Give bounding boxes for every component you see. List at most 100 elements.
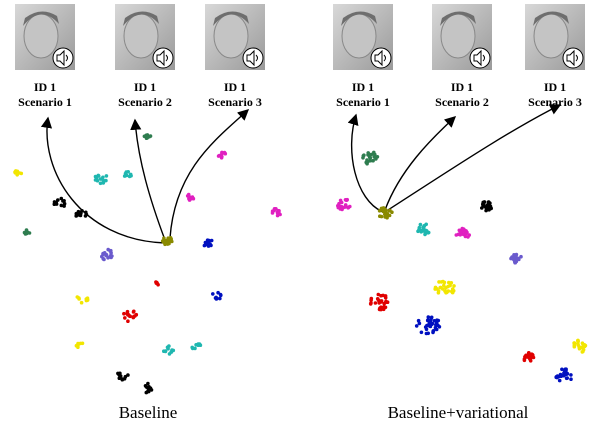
embedding-dot — [431, 329, 435, 333]
embedding-dot — [188, 198, 192, 202]
embedding-dot — [509, 257, 513, 261]
cluster — [523, 351, 536, 363]
cluster — [74, 209, 88, 218]
panel-caption: Baseline — [119, 403, 178, 422]
embedding-dot — [467, 233, 471, 237]
id-label: ID 1 — [544, 80, 566, 94]
embedding-dot — [84, 214, 88, 218]
face — [214, 14, 248, 58]
embedding-dot — [576, 339, 580, 343]
page: {"panels": [ {"caption": "Baseline", "im… — [0, 0, 598, 427]
embedding-dot — [566, 372, 570, 376]
embedding-dot — [420, 331, 424, 335]
embedding-dot — [376, 297, 380, 301]
embedding-dot — [192, 197, 196, 201]
embedding-dot — [384, 209, 388, 213]
arrow — [388, 105, 560, 210]
embedding-dot — [384, 300, 388, 304]
embedding-dot — [110, 254, 114, 258]
id-label: ID 1 — [34, 80, 56, 94]
embedding-dot — [106, 256, 110, 260]
face-thumbnail — [525, 4, 585, 70]
embedding-dot — [214, 296, 218, 300]
embedding-dot — [416, 230, 420, 234]
embedding-dot — [60, 197, 64, 201]
id-label: ID 1 — [134, 80, 156, 94]
cluster — [186, 193, 195, 202]
embedding-dot — [345, 198, 349, 202]
embedding-dot — [186, 194, 190, 198]
embedding-dot — [451, 287, 455, 291]
cluster — [554, 367, 572, 382]
cluster — [217, 151, 227, 160]
embedding-dot — [74, 214, 78, 218]
embedding-dot — [377, 293, 381, 297]
embedding-dot — [386, 213, 390, 217]
arrow — [385, 117, 455, 210]
cluster — [161, 236, 174, 246]
embedding-dot — [423, 224, 427, 228]
embedding-dot — [143, 135, 147, 139]
embedding-dot — [145, 385, 149, 389]
embedding-dot — [95, 177, 99, 181]
scenario-label: Scenario 1 — [18, 95, 72, 109]
embedding-dot — [425, 332, 429, 336]
id-label: ID 1 — [224, 80, 246, 94]
embedding-dot — [122, 312, 126, 316]
figure: ID 1Scenario 1ID 1Scenario 2ID 1Scenario… — [0, 0, 598, 427]
embedding-dot — [368, 153, 372, 157]
cluster — [203, 238, 214, 248]
embedding-dot — [216, 291, 220, 295]
embedding-dot — [523, 359, 527, 363]
embedding-dot — [101, 176, 105, 180]
cluster — [416, 223, 430, 237]
embedding-dot — [125, 170, 129, 174]
embedding-dot — [108, 249, 112, 253]
cluster — [154, 280, 160, 286]
embedding-dot — [123, 316, 127, 320]
face — [534, 14, 568, 58]
embedding-dot — [340, 201, 344, 205]
embedding-dot — [564, 367, 568, 371]
embedding-dot — [423, 233, 427, 237]
embedding-dot — [419, 223, 423, 227]
embedding-dot — [218, 297, 222, 301]
cluster — [144, 382, 154, 395]
embedding-dot — [149, 134, 153, 138]
embedding-dot — [382, 305, 386, 309]
cluster — [572, 339, 587, 354]
cluster — [143, 133, 153, 140]
face — [124, 14, 158, 58]
embedding-dot — [374, 301, 378, 305]
embedding-dot — [166, 346, 170, 350]
embedding-dot — [129, 173, 133, 177]
embedding-dot — [362, 154, 366, 158]
cluster — [271, 207, 282, 217]
embedding-dot — [489, 205, 493, 209]
face — [24, 14, 58, 58]
embedding-dot — [146, 390, 150, 394]
embedding-dot — [220, 156, 224, 160]
embedding-dot — [132, 315, 136, 319]
face — [342, 14, 376, 58]
embedding-dot — [378, 214, 382, 218]
embedding-dot — [419, 230, 423, 234]
embedding-dot — [372, 151, 376, 155]
embedding-dot — [80, 301, 84, 305]
embedding-dot — [150, 388, 154, 392]
cluster — [211, 291, 223, 301]
embedding-dot — [105, 174, 109, 178]
embedding-dot — [126, 373, 130, 377]
embedding-dot — [376, 155, 380, 159]
embedding-dot — [208, 242, 212, 246]
embedding-dot — [513, 261, 517, 265]
face-thumbnail — [15, 4, 75, 70]
speaker-icon — [470, 48, 490, 68]
embedding-dot — [196, 342, 200, 346]
embedding-dot — [146, 382, 150, 386]
embedding-dot — [579, 346, 583, 350]
embedding-dot — [118, 372, 122, 376]
embedding-dot — [430, 317, 434, 321]
embedding-dot — [203, 244, 207, 248]
face-thumbnail — [115, 4, 175, 70]
